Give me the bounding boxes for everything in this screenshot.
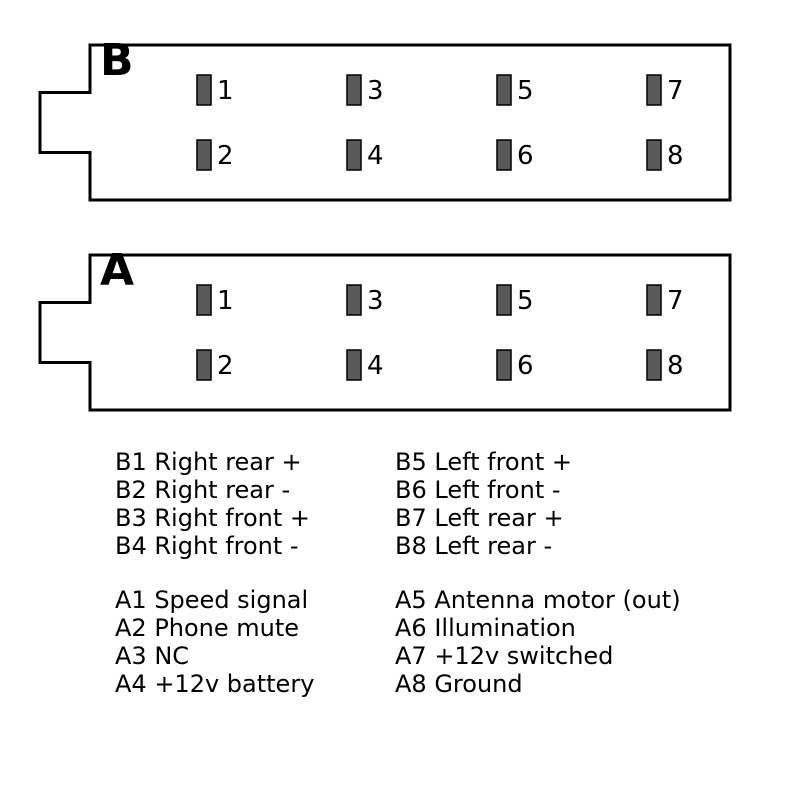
pin-B7 xyxy=(647,75,661,105)
pin-A7 xyxy=(647,285,661,315)
pin-B1-number: 1 xyxy=(217,76,234,106)
pin-A8-number: 8 xyxy=(667,351,684,381)
pin-B7-number: 7 xyxy=(667,76,684,106)
pin-A1 xyxy=(197,285,211,315)
pin-A4 xyxy=(347,350,361,380)
legend-B1: B1 Right rear + xyxy=(115,448,302,476)
connector-A: A 1 2 3 4 5 6 7 8 xyxy=(40,245,730,410)
pin-A3-number: 3 xyxy=(367,286,384,316)
connector-A-outline xyxy=(40,255,730,410)
legend-A5: A5 Antenna motor (out) xyxy=(395,586,681,614)
connector-B-label: B xyxy=(100,35,134,86)
pin-A2-number: 2 xyxy=(217,351,234,381)
pin-A5 xyxy=(497,285,511,315)
pin-B8 xyxy=(647,140,661,170)
pin-B2-number: 2 xyxy=(217,141,234,171)
pin-B6-number: 6 xyxy=(517,141,534,171)
pin-B4 xyxy=(347,140,361,170)
legend-A2: A2 Phone mute xyxy=(115,614,299,642)
pin-A7-number: 7 xyxy=(667,286,684,316)
legend-B2: B2 Right rear - xyxy=(115,476,290,504)
pin-B1 xyxy=(197,75,211,105)
pin-A6-number: 6 xyxy=(517,351,534,381)
pin-B4-number: 4 xyxy=(367,141,384,171)
pin-A2 xyxy=(197,350,211,380)
pin-B5-number: 5 xyxy=(517,76,534,106)
legend-B8: B8 Left rear - xyxy=(395,532,552,560)
legend-A4: A4 +12v battery xyxy=(115,670,314,698)
pin-B3-number: 3 xyxy=(367,76,384,106)
legend-B3: B3 Right front + xyxy=(115,504,310,532)
legend-A3: A3 NC xyxy=(115,642,189,670)
pinout-diagram: B 1 2 3 4 5 6 7 8 A 1 2 3 4 5 6 7 8 B1 Right rear + B5 Left… xyxy=(0,0,800,800)
pin-A8 xyxy=(647,350,661,380)
legend-A6: A6 Illumination xyxy=(395,614,576,642)
connector-A-label: A xyxy=(100,245,134,296)
connector-B: B 1 2 3 4 5 6 7 8 xyxy=(40,35,730,200)
pin-B2 xyxy=(197,140,211,170)
legend-B4: B4 Right front - xyxy=(115,532,299,560)
pin-B3 xyxy=(347,75,361,105)
pin-A6 xyxy=(497,350,511,380)
pin-A4-number: 4 xyxy=(367,351,384,381)
connector-B-outline xyxy=(40,45,730,200)
legend-B7: B7 Left rear + xyxy=(395,504,564,532)
legend-A1: A1 Speed signal xyxy=(115,586,308,614)
legend-B6: B6 Left front - xyxy=(395,476,561,504)
pin-B5 xyxy=(497,75,511,105)
legend-A7: A7 +12v switched xyxy=(395,642,613,670)
legend-A8: A8 Ground xyxy=(395,670,523,698)
pin-A1-number: 1 xyxy=(217,286,234,316)
pin-B8-number: 8 xyxy=(667,141,684,171)
pin-A3 xyxy=(347,285,361,315)
pin-A5-number: 5 xyxy=(517,286,534,316)
pin-B6 xyxy=(497,140,511,170)
legend-B5: B5 Left front + xyxy=(395,448,572,476)
